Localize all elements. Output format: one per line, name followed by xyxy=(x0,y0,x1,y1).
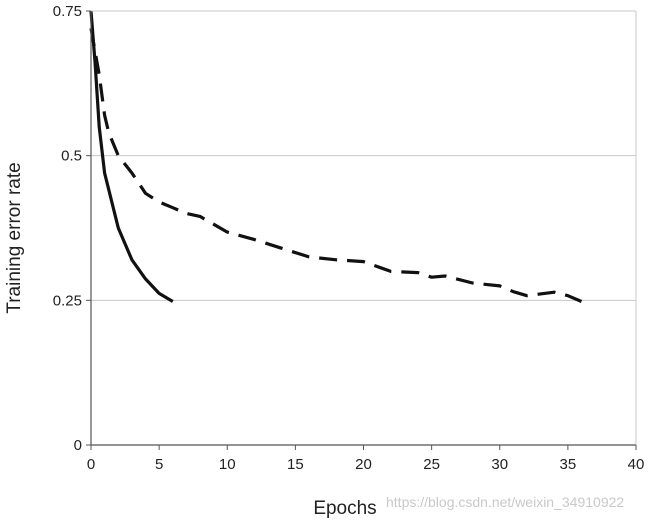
y-tick-label: 0.25 xyxy=(53,292,82,309)
solid-series-line xyxy=(89,10,174,303)
x-tick-label: 0 xyxy=(87,456,95,473)
x-tick-label: 35 xyxy=(560,456,577,473)
x-tick-label: 30 xyxy=(491,456,508,473)
x-axis-title: Epochs xyxy=(313,498,376,519)
x-tick-label: 15 xyxy=(287,456,304,473)
series-layer xyxy=(89,10,583,303)
x-tick-label: 10 xyxy=(219,456,236,473)
y-tick-label: 0 xyxy=(74,437,82,454)
y-tick-label: 0.75 xyxy=(53,3,82,20)
gridlines xyxy=(91,10,636,301)
y-axis-title: Training error rate xyxy=(4,162,25,313)
ticks: 0 0.25 0.5 0.75 0 5 10 15 20 25 30 35 40 xyxy=(53,3,645,473)
axes xyxy=(90,10,637,446)
x-tick-label: 20 xyxy=(355,456,372,473)
x-tick-label: 40 xyxy=(628,456,645,473)
y-tick-label: 0.5 xyxy=(61,148,82,165)
x-tick-label: 25 xyxy=(423,456,440,473)
dashed-series-line xyxy=(89,28,583,303)
x-tick-label: 5 xyxy=(155,456,163,473)
watermark-text: https://blog.csdn.net/weixin_34910922 xyxy=(386,494,625,510)
